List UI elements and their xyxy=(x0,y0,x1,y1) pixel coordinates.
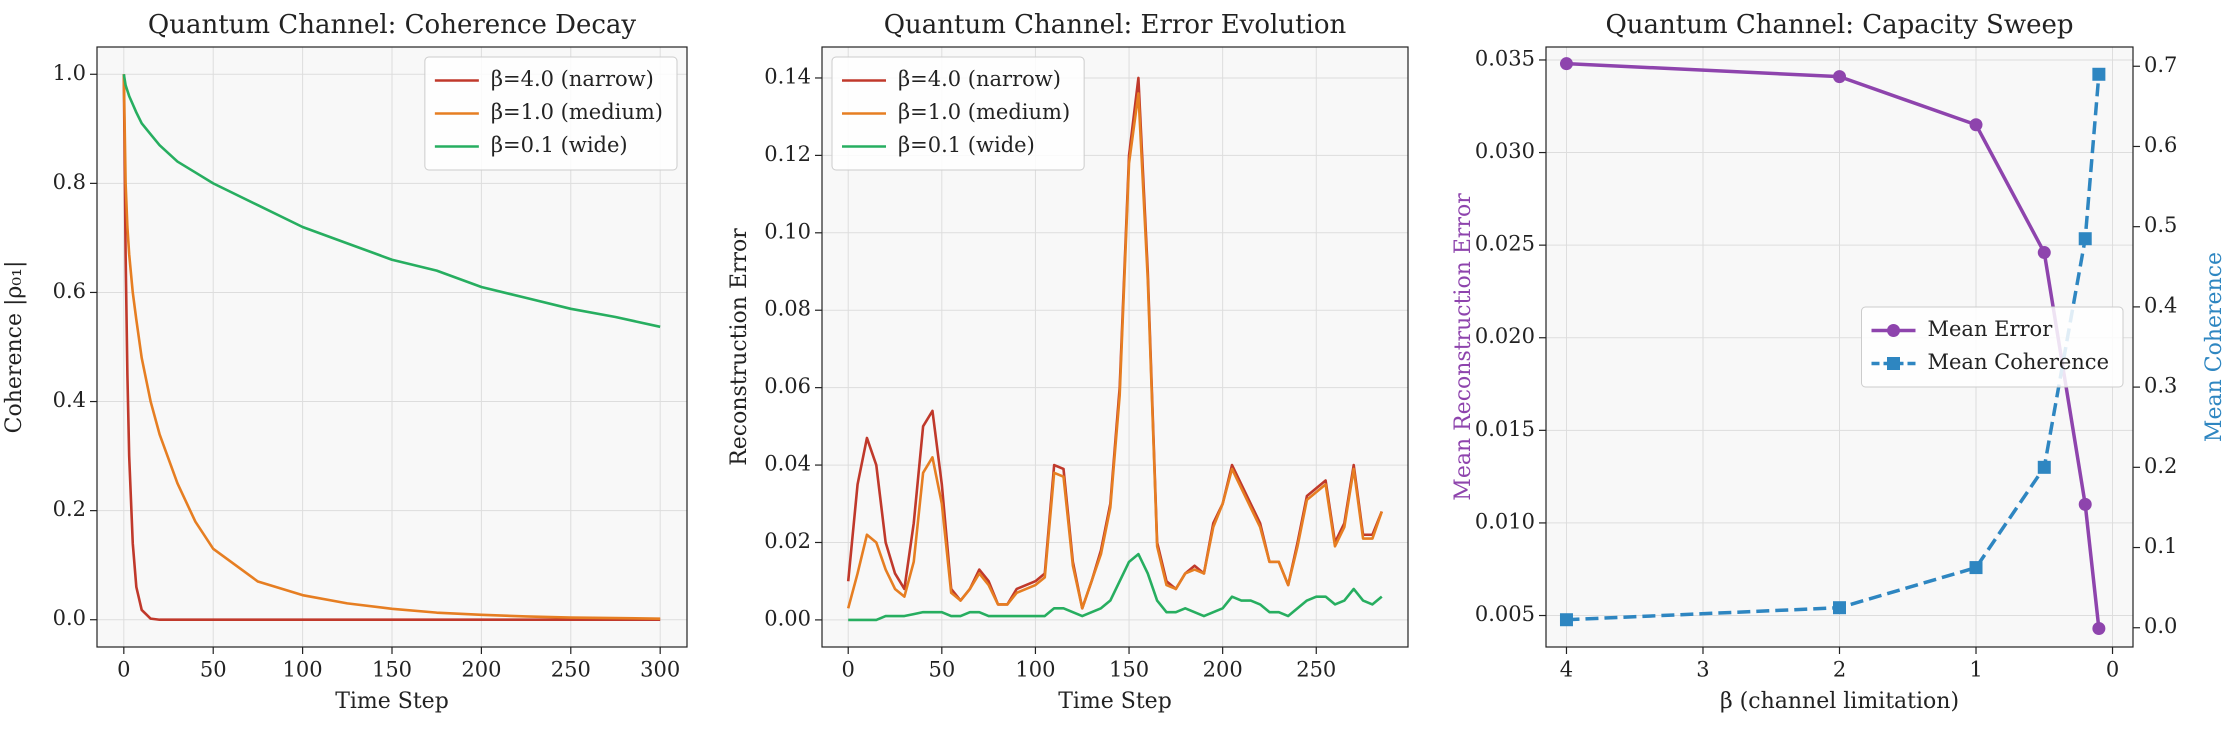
x-tick-label: 200 xyxy=(461,658,501,682)
y-tick-label: 0.00 xyxy=(764,606,811,630)
x-tick-label: 3 xyxy=(1696,658,1709,682)
y-tick-label: 0.04 xyxy=(764,452,811,476)
x-tick-label: 0 xyxy=(842,658,855,682)
y-axis-label: Reconstruction Error xyxy=(727,228,752,466)
marker xyxy=(1833,601,1846,615)
y-tick-label: 0.015 xyxy=(1475,417,1535,441)
chart-title: Quantum Channel: Coherence Decay xyxy=(148,10,637,40)
x-axis-label: Time Step xyxy=(335,689,449,714)
legend-label: β=4.0 (narrow) xyxy=(491,67,654,91)
plot-frame xyxy=(96,46,688,648)
x-tick-label: 150 xyxy=(372,658,412,682)
y-tick-label: 0.005 xyxy=(1475,602,1535,626)
x-tick-label: 1 xyxy=(1969,658,1982,682)
chart-title: Quantum Channel: Error Evolution xyxy=(884,10,1347,40)
legend-box xyxy=(831,56,1085,171)
x-tick-label: 200 xyxy=(1203,658,1243,682)
marker xyxy=(2092,621,2106,635)
legend-box xyxy=(1861,306,2124,388)
plot-frame xyxy=(1545,46,2134,648)
y-tick-label: 0.020 xyxy=(1475,324,1535,348)
y2-tick-label: 0.1 xyxy=(2144,534,2177,558)
x-axis-label: Time Step xyxy=(1058,689,1172,714)
y-tick-label: 1.0 xyxy=(53,61,86,85)
marker xyxy=(1969,561,1983,575)
series-line xyxy=(122,74,661,622)
plot-frame xyxy=(821,46,1409,648)
legend-label: β=1.0 (medium) xyxy=(898,100,1070,124)
marker xyxy=(1833,70,1846,84)
x-tick-label: 0 xyxy=(117,658,130,682)
legend: β=4.0 (narrow) β=1.0 (medium) β=0.1 (wide) xyxy=(831,56,1085,171)
series-line xyxy=(1566,74,2101,622)
legend-box xyxy=(424,56,678,171)
legend: β=4.0 (narrow) β=1.0 (medium) β=0.1 (wide) xyxy=(424,56,678,171)
marker xyxy=(1559,613,1573,627)
subplot: 0 50 100 150 200 250 300 0.0 0.2 0.4 0.6 0.8 1.0 Quan… xyxy=(2,10,688,714)
y-tick-label: 0.12 xyxy=(764,142,811,166)
marker xyxy=(2037,460,2051,474)
y-tick-label: 0.14 xyxy=(764,64,811,88)
legend: Mean Error Mean Coherence xyxy=(1861,306,2124,388)
y2-tick-label: 0.2 xyxy=(2144,454,2177,478)
series-line xyxy=(122,74,661,620)
y-tick-label: 0.0 xyxy=(53,606,86,630)
y-axis-label: Coherence |ρ₀₁| xyxy=(2,261,27,434)
y-tick-label: 0.030 xyxy=(1475,139,1535,163)
y2-tick-label: 0.4 xyxy=(2144,293,2177,317)
x-tick-label: 50 xyxy=(928,658,955,682)
y2-tick-label: 0.7 xyxy=(2144,53,2177,77)
marker xyxy=(2092,67,2106,81)
x-tick-label: 100 xyxy=(1015,658,1055,682)
series-line xyxy=(122,74,661,329)
y-tick-label: 0.02 xyxy=(764,529,811,553)
marker xyxy=(2078,232,2092,246)
y2-axis-label: Mean Coherence xyxy=(2202,252,2227,442)
x-tick-label: 250 xyxy=(551,658,591,682)
x-tick-label: 300 xyxy=(640,658,680,682)
series-line xyxy=(848,552,1383,622)
y-tick-label: 0.2 xyxy=(53,497,86,521)
marker xyxy=(2078,497,2092,511)
series-line xyxy=(1566,61,2101,629)
x-tick-label: 100 xyxy=(283,658,323,682)
legend-marker xyxy=(1887,324,1900,337)
x-axis-label: β (channel limitation) xyxy=(1720,689,1959,714)
legend-label: β=1.0 (medium) xyxy=(491,100,663,124)
y-tick-label: 0.6 xyxy=(53,279,86,303)
chart-title: Quantum Channel: Capacity Sweep xyxy=(1605,10,2073,40)
y-tick-label: 0.06 xyxy=(764,374,811,398)
marker xyxy=(1969,118,1983,132)
y-axis-label: Mean Reconstruction Error xyxy=(1451,193,1476,501)
y-tick-label: 0.8 xyxy=(53,170,86,194)
subplot: 4 3 2 1 0 0.005 0.010 0.015 0.020 0.025 0.030 0.035… xyxy=(1451,10,2227,714)
y-tick-label: 0.025 xyxy=(1475,232,1535,256)
legend-label: Mean Coherence xyxy=(1928,350,2110,374)
legend-label: β=0.1 (wide) xyxy=(898,133,1035,157)
y2-tick-label: 0.6 xyxy=(2144,133,2177,157)
y-tick-label: 0.4 xyxy=(53,388,86,412)
marker xyxy=(2037,246,2051,260)
x-tick-label: 0 xyxy=(2106,658,2119,682)
x-tick-label: 250 xyxy=(1296,658,1336,682)
y-tick-label: 0.010 xyxy=(1475,509,1535,533)
subplot: 0 50 100 150 200 250 0.00 0.02 0.04 0.06 0.08 0.10 0… xyxy=(727,10,1409,714)
series-line xyxy=(846,92,1384,610)
legend-label: β=0.1 (wide) xyxy=(491,133,628,157)
y2-tick-label: 0.5 xyxy=(2144,213,2177,237)
legend-marker xyxy=(1887,357,1900,370)
x-tick-label: 2 xyxy=(1833,658,1846,682)
legend-label: β=4.0 (narrow) xyxy=(898,67,1061,91)
x-tick-label: 50 xyxy=(200,658,227,682)
y2-tick-label: 0.0 xyxy=(2144,614,2177,638)
y-tick-label: 0.10 xyxy=(764,219,811,243)
x-tick-label: 150 xyxy=(1109,658,1149,682)
marker xyxy=(1559,57,1573,71)
y2-tick-label: 0.3 xyxy=(2144,374,2177,398)
legend-label: Mean Error xyxy=(1928,317,2054,341)
y-tick-label: 0.08 xyxy=(764,297,811,321)
y-tick-label: 0.035 xyxy=(1475,46,1535,70)
x-tick-label: 4 xyxy=(1560,658,1573,682)
